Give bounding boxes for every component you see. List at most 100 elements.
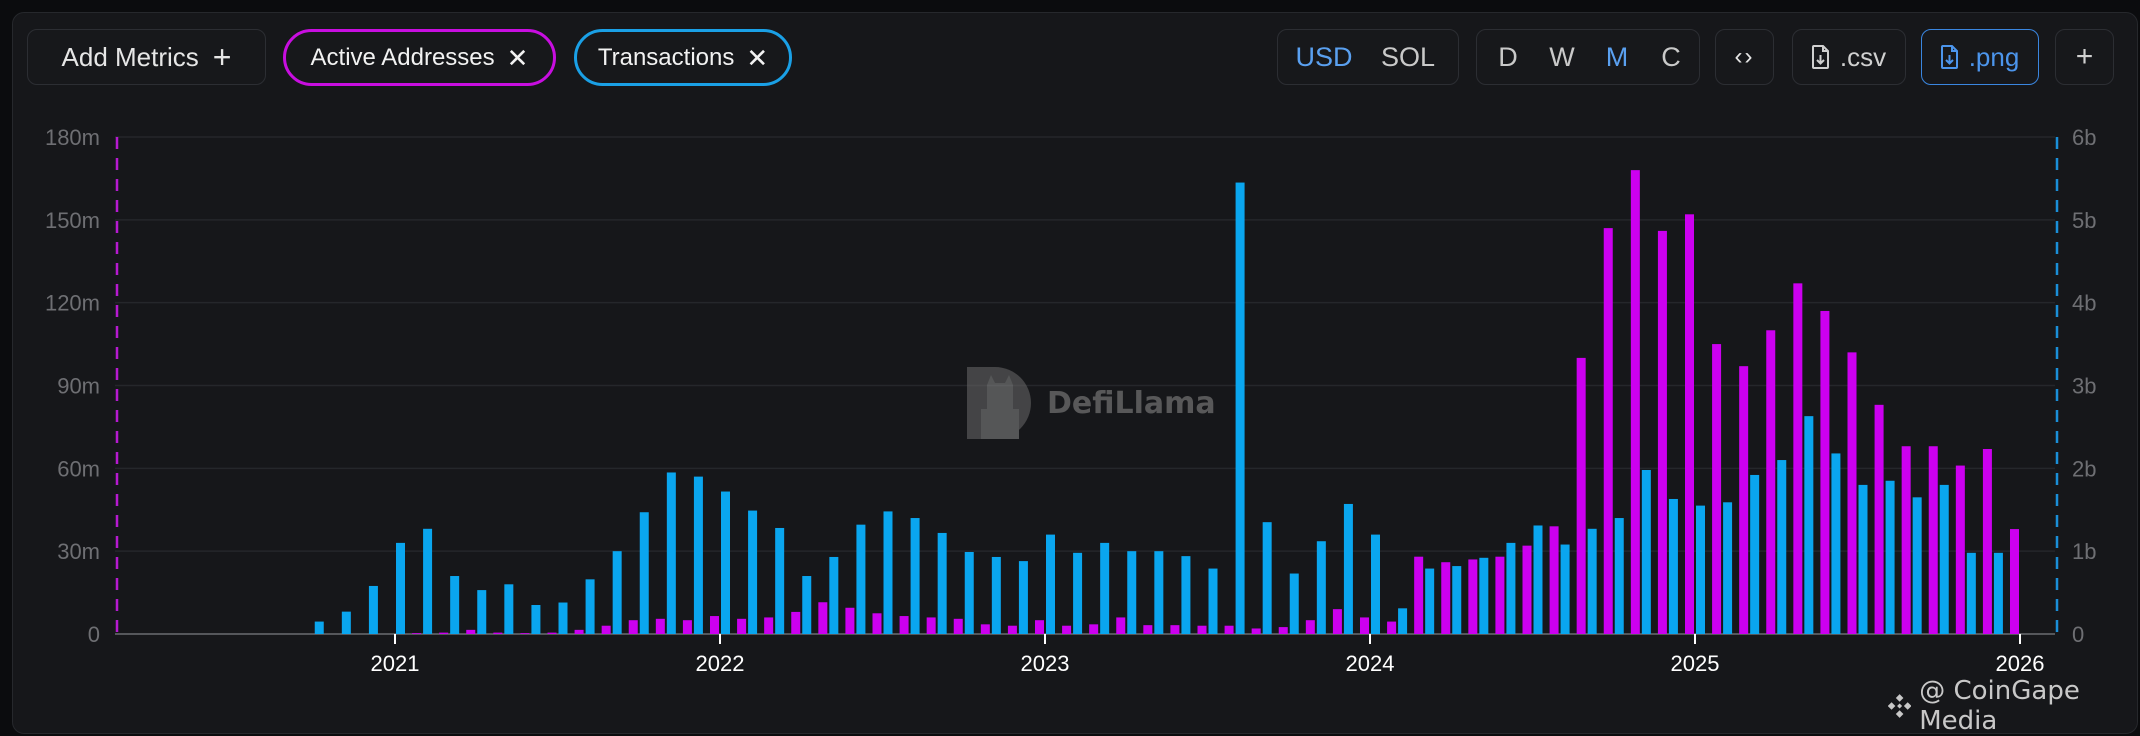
bar-transactions[interactable]	[450, 576, 460, 634]
bar-active-addresses[interactable]	[628, 620, 638, 634]
bar-active-addresses[interactable]	[1414, 556, 1424, 634]
close-icon[interactable]: ✕	[746, 42, 769, 73]
bar-active-addresses[interactable]	[655, 618, 665, 634]
bar-active-addresses[interactable]	[1007, 625, 1017, 634]
bar-transactions[interactable]	[1723, 502, 1733, 634]
bar-active-addresses[interactable]	[1035, 620, 1044, 634]
bar-transactions[interactable]	[1993, 552, 2003, 634]
granularity-option-c[interactable]: C	[1661, 41, 1681, 72]
bar-transactions[interactable]	[1452, 566, 1462, 634]
granularity-option-w[interactable]: W	[1549, 41, 1575, 72]
bar-active-addresses[interactable]	[845, 607, 855, 634]
bar-active-addresses[interactable]	[412, 633, 422, 634]
bar-transactions[interactable]	[368, 585, 378, 634]
bar-active-addresses[interactable]	[1576, 357, 1586, 634]
bar-transactions[interactable]	[991, 556, 1001, 634]
bar-transactions[interactable]	[748, 510, 758, 634]
bar-active-addresses[interactable]	[1305, 620, 1315, 634]
bar-transactions[interactable]	[1425, 568, 1435, 634]
bar-active-addresses[interactable]	[1955, 465, 1965, 634]
bar-transactions[interactable]	[1235, 182, 1245, 634]
bar-active-addresses[interactable]	[2010, 529, 2019, 634]
bar-transactions[interactable]	[964, 551, 974, 634]
bar-transactions[interactable]	[558, 602, 568, 634]
bar-active-addresses[interactable]	[1657, 230, 1667, 634]
bar-active-addresses[interactable]	[1793, 283, 1803, 634]
download-csv-button[interactable]: .csv	[1792, 29, 1906, 85]
bar-transactions[interactable]	[775, 527, 785, 634]
bar-active-addresses[interactable]	[574, 629, 584, 634]
bar-active-addresses[interactable]	[1441, 562, 1451, 634]
bar-active-addresses[interactable]	[1224, 625, 1234, 634]
bar-transactions[interactable]	[910, 518, 920, 634]
bar-transactions[interactable]	[1073, 552, 1083, 634]
bar-transactions[interactable]	[1100, 542, 1110, 634]
bar-transactions[interactable]	[1912, 497, 1922, 634]
bar-transactions[interactable]	[1127, 551, 1137, 634]
bar-transactions[interactable]	[883, 511, 893, 634]
bar-active-addresses[interactable]	[466, 629, 476, 634]
embed-button[interactable]: ‹›	[1715, 29, 1774, 85]
bar-active-addresses[interactable]	[1278, 627, 1288, 634]
currency-option-usd[interactable]: USD	[1295, 41, 1353, 72]
bar-active-addresses[interactable]	[1766, 330, 1776, 634]
bar-transactions[interactable]	[1777, 460, 1787, 634]
bar-transactions[interactable]	[1668, 498, 1678, 634]
bar-active-addresses[interactable]	[1685, 214, 1694, 635]
bar-transactions[interactable]	[1289, 573, 1299, 634]
bar-active-addresses[interactable]	[899, 616, 909, 634]
download-png-button[interactable]: .png	[1921, 29, 2039, 85]
bar-transactions[interactable]	[1208, 568, 1218, 634]
bar-transactions[interactable]	[314, 621, 324, 634]
bar-transactions[interactable]	[1858, 484, 1868, 634]
bar-transactions[interactable]	[1885, 480, 1895, 634]
bar-active-addresses[interactable]	[682, 620, 692, 634]
bar-transactions[interactable]	[477, 590, 487, 634]
bar-active-addresses[interactable]	[1928, 446, 1938, 634]
bar-active-addresses[interactable]	[1847, 352, 1857, 634]
bar-transactions[interactable]	[639, 512, 649, 634]
bar-transactions[interactable]	[1804, 416, 1814, 634]
currency-option-sol[interactable]: SOL	[1380, 41, 1436, 72]
bar-transactions[interactable]	[1479, 557, 1489, 634]
bar-transactions[interactable]	[341, 611, 351, 634]
bar-transactions[interactable]	[829, 556, 839, 634]
bar-active-addresses[interactable]	[737, 618, 747, 634]
bar-transactions[interactable]	[396, 542, 405, 634]
bar-transactions[interactable]	[1154, 551, 1164, 634]
metric-chip-active-addresses[interactable]: Active Addresses ✕	[283, 29, 556, 86]
bar-transactions[interactable]	[1343, 503, 1353, 634]
bar-transactions[interactable]	[1587, 528, 1597, 634]
bar-transactions[interactable]	[1398, 608, 1408, 634]
granularity-option-m[interactable]: M	[1605, 41, 1629, 72]
bar-transactions[interactable]	[612, 551, 622, 634]
bar-active-addresses[interactable]	[1197, 625, 1207, 634]
bar-active-addresses[interactable]	[1712, 344, 1722, 634]
bar-active-addresses[interactable]	[1522, 545, 1532, 634]
bar-active-addresses[interactable]	[547, 632, 557, 634]
bar-active-addresses[interactable]	[1874, 404, 1884, 634]
bar-active-addresses[interactable]	[953, 618, 963, 634]
bar-active-addresses[interactable]	[1116, 617, 1126, 634]
bar-active-addresses[interactable]	[1332, 609, 1342, 634]
bar-transactions[interactable]	[856, 524, 866, 634]
bar-active-addresses[interactable]	[520, 633, 530, 634]
bar-transactions[interactable]	[504, 584, 514, 634]
bar-active-addresses[interactable]	[872, 613, 882, 634]
bar-transactions[interactable]	[585, 579, 595, 634]
bar-transactions[interactable]	[423, 528, 433, 634]
close-icon[interactable]: ✕	[506, 42, 529, 73]
bar-active-addresses[interactable]	[1062, 625, 1072, 634]
bar-active-addresses[interactable]	[710, 616, 719, 634]
bar-active-addresses[interactable]	[1739, 366, 1749, 634]
bar-transactions[interactable]	[1046, 534, 1055, 634]
bar-transactions[interactable]	[721, 491, 730, 634]
bar-active-addresses[interactable]	[1549, 526, 1559, 634]
bar-active-addresses[interactable]	[980, 624, 990, 634]
bar-transactions[interactable]	[1966, 552, 1976, 634]
bar-active-addresses[interactable]	[1820, 310, 1830, 634]
bar-transactions[interactable]	[1018, 561, 1028, 634]
bar-transactions[interactable]	[1560, 544, 1570, 634]
bar-active-addresses[interactable]	[764, 617, 774, 634]
bar-active-addresses[interactable]	[1982, 449, 1992, 634]
